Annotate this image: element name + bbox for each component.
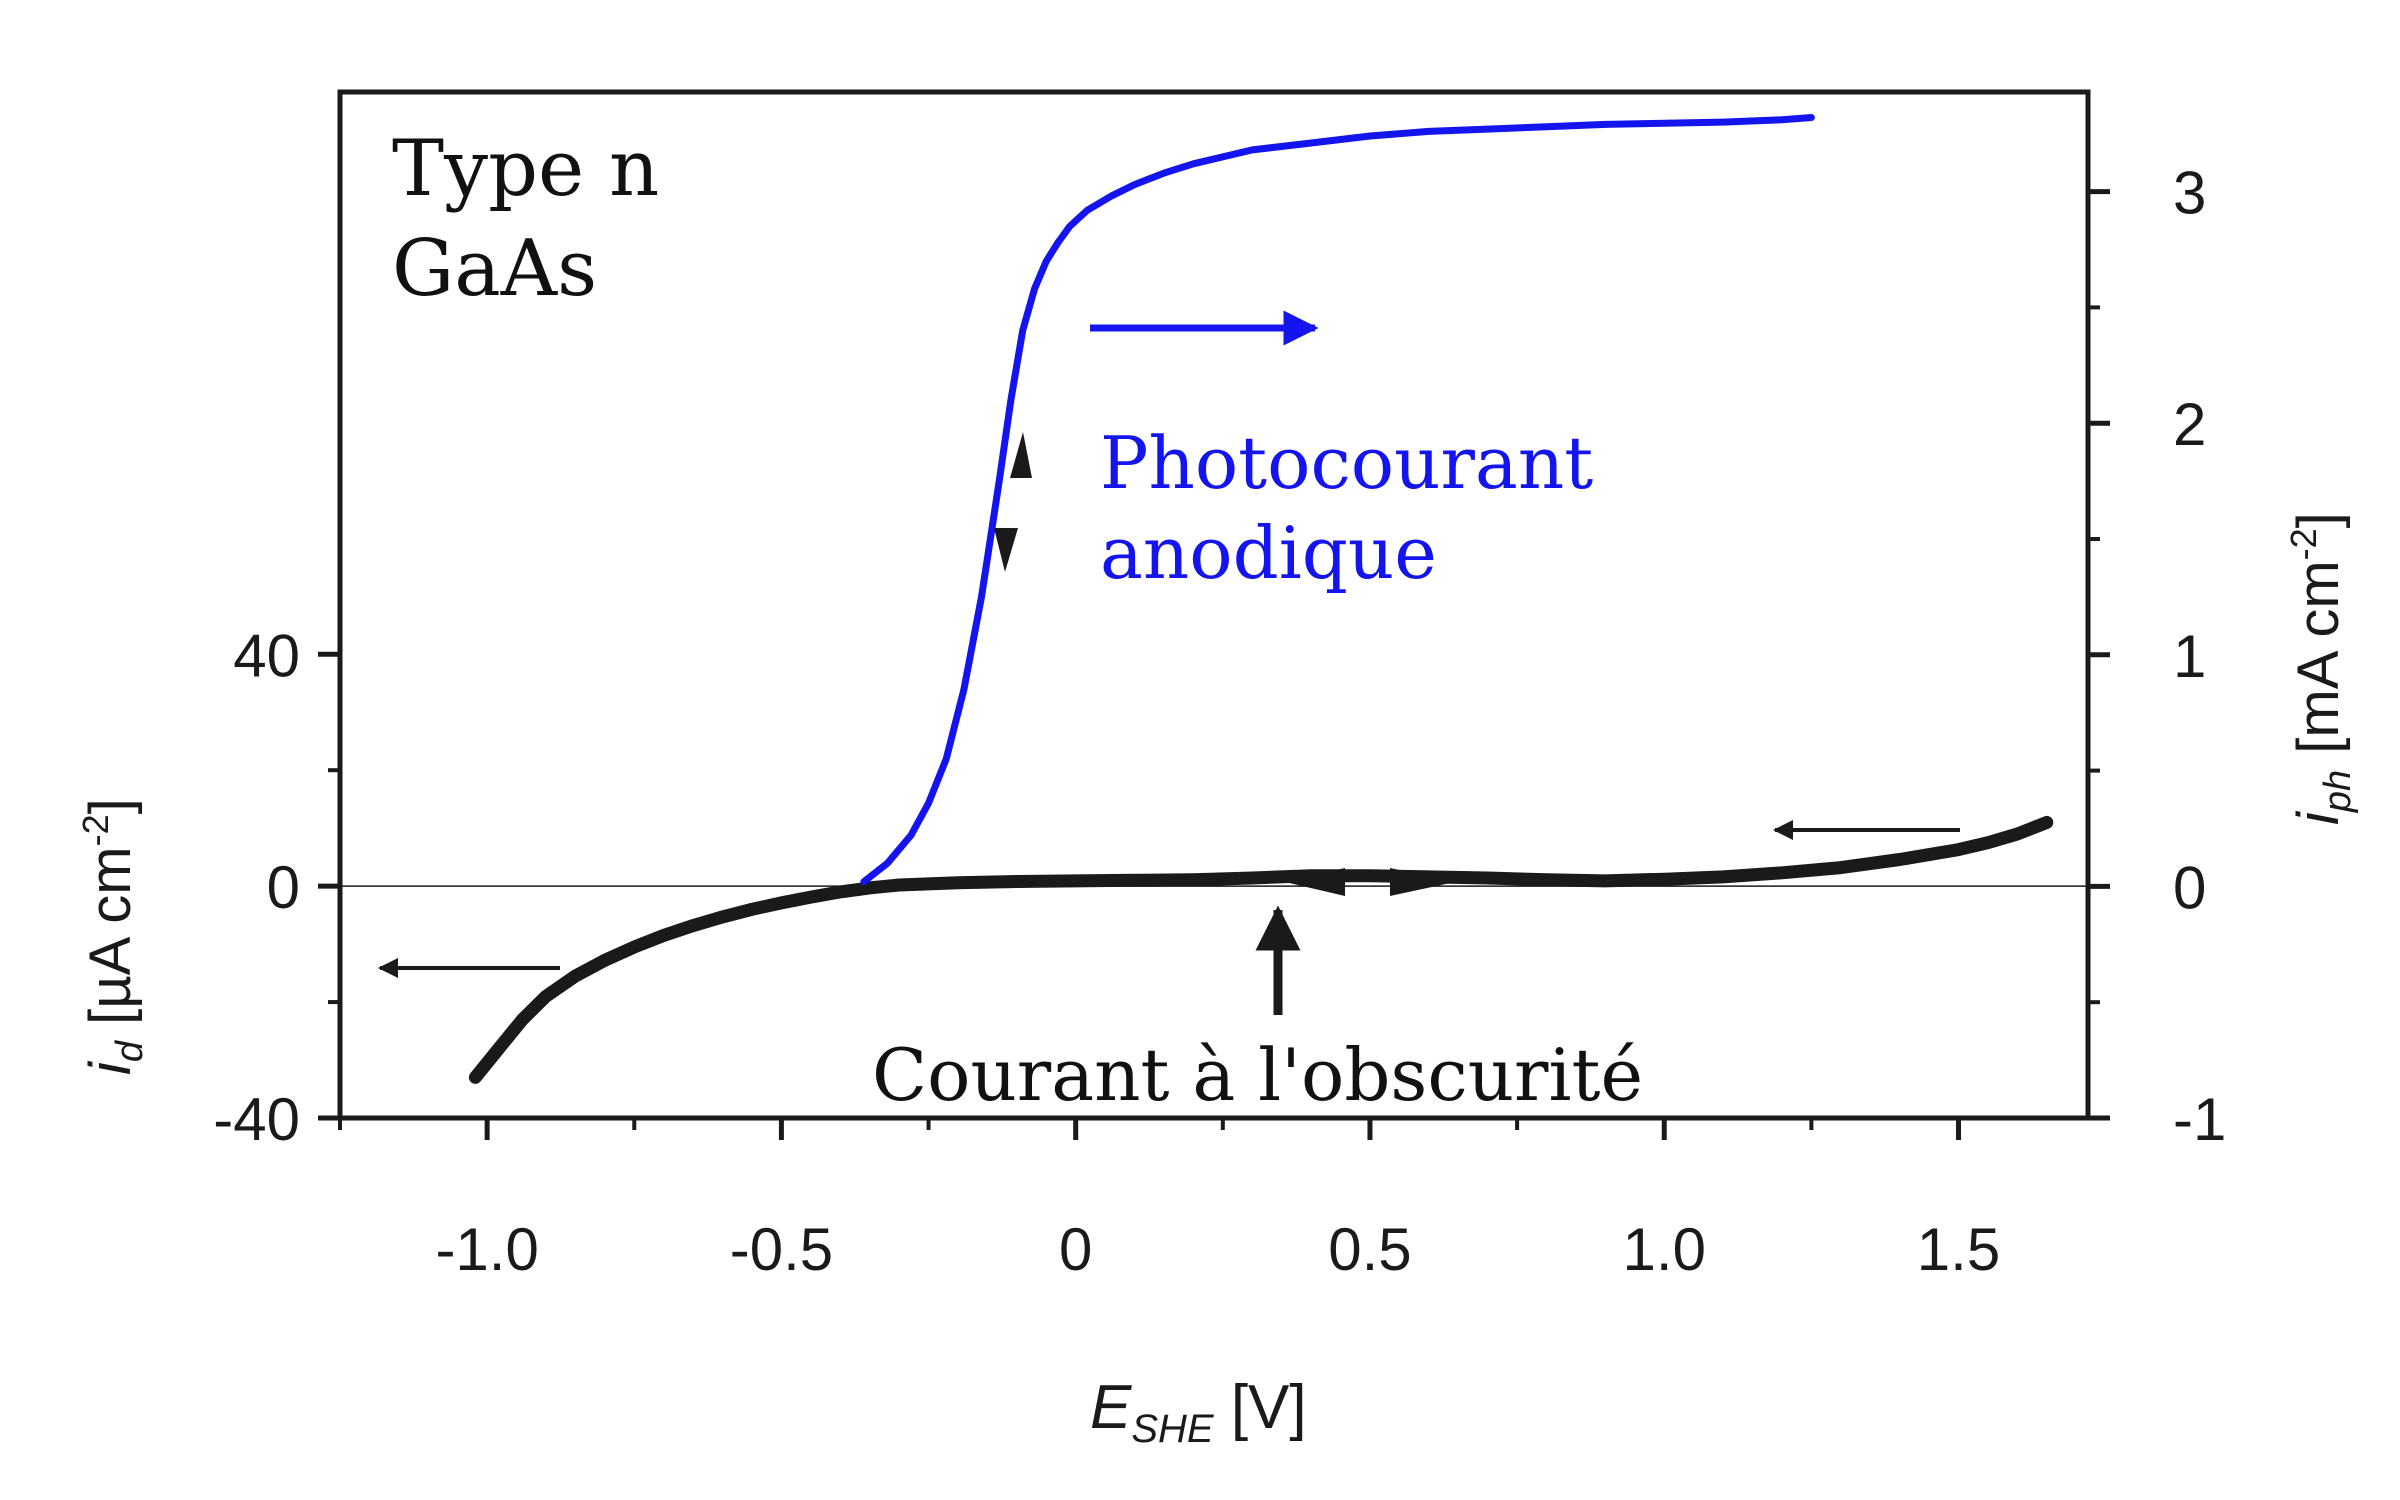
photocurrent-series <box>860 114 1815 886</box>
y-left-axis-ticks: -40 0 40 <box>213 622 340 1153</box>
x-tick-label: 0 <box>1059 1216 1092 1283</box>
y-right-tick-label: 1 <box>2173 623 2206 690</box>
scan-direction-arrow-down <box>994 528 1018 572</box>
y-right-tick-label: 0 <box>2173 854 2206 921</box>
photocurrent-label-line2: anodique <box>1100 511 1437 595</box>
x-tick-label: 1.5 <box>1917 1216 2000 1283</box>
dark-current-label: Courant à l'obscurité <box>872 1033 1643 1117</box>
y-right-axis-label: iph [mA cm-2] <box>2283 512 2359 825</box>
y-right-tick-label: -1 <box>2173 1086 2226 1153</box>
y-left-axis-label: id [µA cm-2] <box>75 798 151 1075</box>
y-left-tick-label: 0 <box>267 854 300 921</box>
y-left-tick-label: 40 <box>233 622 300 689</box>
x-axis-label: ESHE [V] <box>1090 1373 1307 1451</box>
dark-current-series <box>468 815 2054 1084</box>
x-tick-label: 1.0 <box>1623 1216 1706 1283</box>
y-right-tick-label: 2 <box>2173 391 2206 458</box>
x-tick-label: -0.5 <box>730 1216 833 1283</box>
scan-direction-arrow-left <box>1285 868 1345 896</box>
x-axis-ticks: -1.0 -0.5 0 0.5 1.0 1.5 <box>338 1118 2000 1283</box>
y-left-tick-label: -40 <box>213 1086 300 1153</box>
sample-label-line1: Type n <box>392 124 659 214</box>
plot-frame <box>337 89 2091 1121</box>
y-right-axis-ticks: -1 0 1 2 3 <box>2088 160 2226 1153</box>
photocurrent-label-line1: Photocourant <box>1100 421 1593 505</box>
sample-label-line2: GaAs <box>392 224 597 314</box>
x-tick-label: -1.0 <box>435 1216 538 1283</box>
x-tick-label: 0.5 <box>1328 1216 1411 1283</box>
scan-direction-arrow-up <box>1010 432 1032 478</box>
scan-direction-arrow-right <box>1390 868 1455 896</box>
y-right-tick-label: 3 <box>2173 160 2206 227</box>
